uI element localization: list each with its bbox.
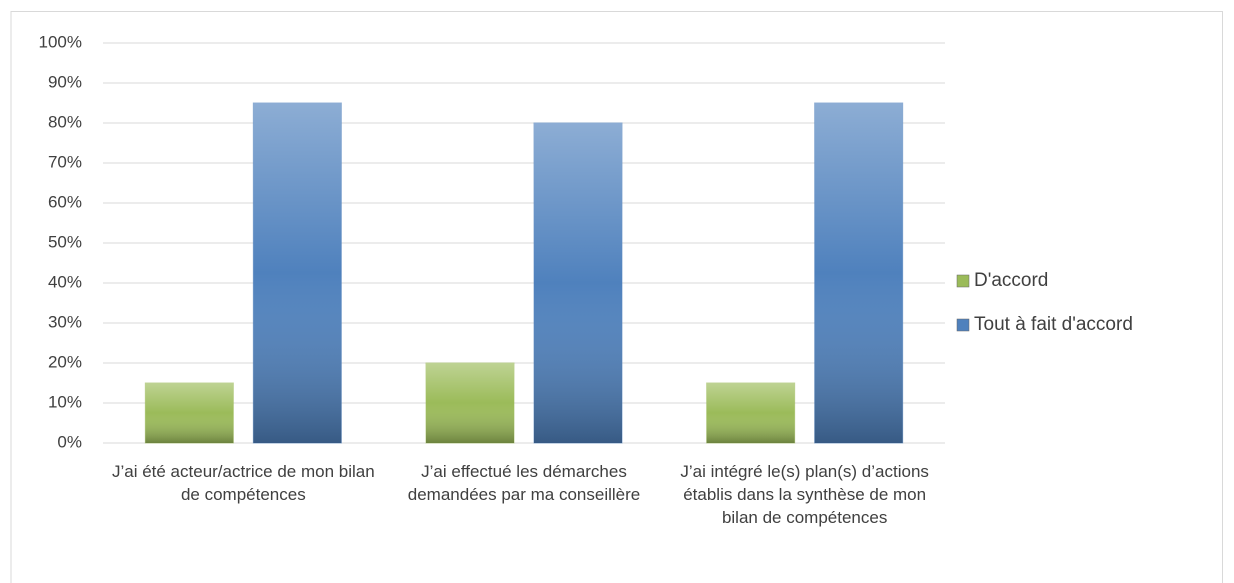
legend-label: Tout à fait d'accord [974,314,1133,335]
x-tick-label: J’ai été acteur/actrice de mon bilan de … [111,462,375,504]
chart-border [10,11,1223,583]
y-tick-label: 30% [48,312,82,331]
bar [706,382,796,444]
legend-swatch [956,274,970,288]
y-tick-label: 60% [48,192,82,211]
bar [425,362,515,444]
y-tick-label: 90% [48,72,82,91]
y-tick-label: 10% [48,392,82,411]
y-tick-label: 70% [48,152,82,171]
y-tick-label: 80% [48,112,82,131]
bar [814,102,904,444]
y-tick-label: 20% [48,352,82,371]
y-tick-label: 50% [48,232,82,251]
x-tick-label: J’ai effectué les démarches demandées pa… [407,462,641,504]
bar [144,382,234,444]
y-tick-label: 40% [48,272,82,291]
bar [252,102,342,444]
legend-label: D'accord [974,270,1048,291]
bar [533,122,623,444]
y-tick-label: 100% [39,32,82,51]
y-tick-label: 0% [57,432,82,451]
legend-swatch [956,318,970,332]
x-tick-label: J’ai intégré le(s) plan(s) d’actions éta… [680,462,929,527]
